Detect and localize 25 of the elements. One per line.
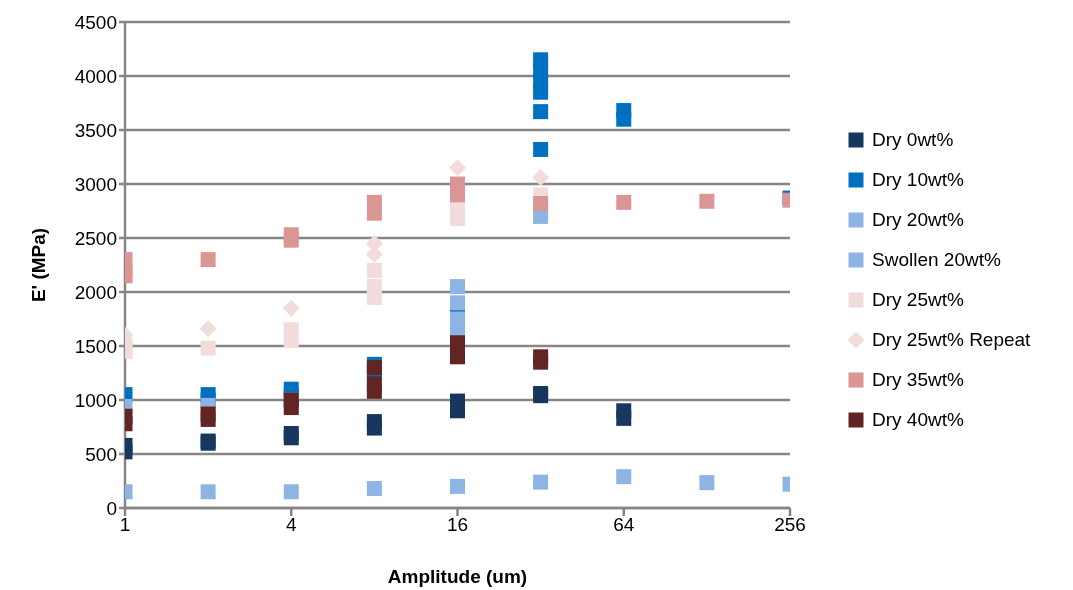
y-tick-label: 4500 [74, 11, 117, 33]
y-tick-label: 1500 [74, 335, 117, 357]
y-tick-label: 1000 [74, 389, 117, 411]
y-tick-label: 0 [106, 497, 117, 519]
legend-label: Dry 25wt% Repeat [872, 328, 1031, 351]
x-tick-label: 256 [774, 514, 806, 536]
y-axis-title: E' (MPa) [27, 227, 49, 303]
legend-label: Dry 0wt% [872, 128, 954, 151]
legend-label: Dry 40wt% [872, 408, 964, 431]
x-tick-label: 1 [119, 514, 131, 536]
legend-label: Swollen 20wt% [872, 248, 1001, 271]
x-tick-label: 4 [285, 514, 297, 536]
y-tick-label: 2500 [74, 227, 117, 249]
y-tick-label: 2000 [74, 281, 117, 303]
x-tick-label: 16 [446, 514, 469, 536]
legend-label: Dry 25wt% [872, 288, 964, 311]
x-tick-label: 64 [613, 514, 635, 536]
x-axis-title: Amplitude (um) [387, 566, 528, 587]
legend-label: Dry 35wt% [872, 368, 964, 391]
y-tick-label: 500 [85, 443, 117, 465]
y-tick-label: 3000 [74, 173, 117, 195]
y-tick-label: 4000 [74, 65, 117, 87]
legend-label: Dry 20wt% [872, 208, 964, 231]
legend-label: Dry 10wt% [872, 168, 964, 191]
y-tick-label: 3500 [74, 119, 117, 141]
